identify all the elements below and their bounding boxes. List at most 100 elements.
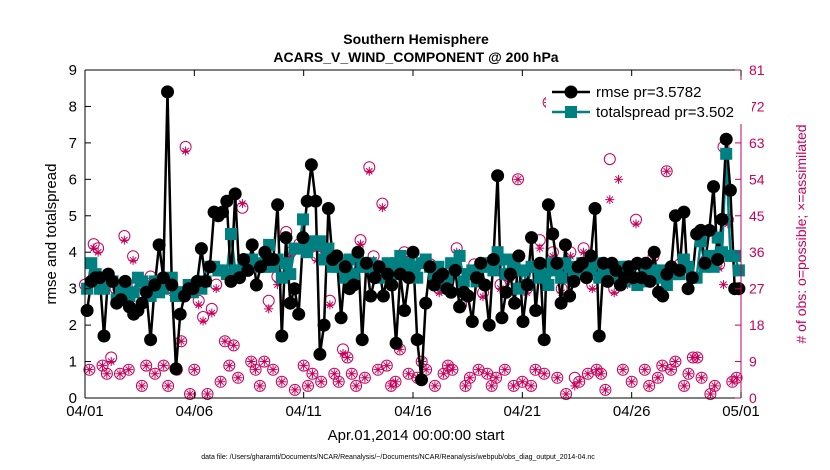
obs-assimilated-marker bbox=[587, 284, 597, 294]
obs-assimilated-marker bbox=[364, 166, 374, 176]
rmse-point bbox=[355, 333, 369, 347]
obs-possible-marker bbox=[651, 371, 664, 384]
obs-possible-marker bbox=[302, 379, 314, 392]
y-tick-label: 5 bbox=[69, 208, 77, 225]
totalspread-point bbox=[127, 286, 140, 299]
obs-possible-marker bbox=[551, 371, 564, 384]
rmse-point bbox=[389, 336, 403, 350]
obs-possible-marker bbox=[695, 371, 708, 384]
totalspread-point bbox=[538, 268, 551, 281]
obs-assimilated-marker bbox=[360, 373, 370, 383]
legend-rmse-label: rmse pr=3.5782 bbox=[596, 84, 701, 101]
obs-assimilated-marker bbox=[684, 369, 694, 379]
rmse-point bbox=[317, 318, 331, 332]
rmse-point bbox=[499, 285, 513, 299]
obs-possible-marker bbox=[258, 355, 271, 368]
obs-assimilated-marker bbox=[592, 365, 602, 375]
obs-possible-marker bbox=[315, 375, 328, 388]
rmse-point bbox=[309, 194, 323, 208]
totalspread-point bbox=[508, 260, 521, 273]
obs-assimilated-marker bbox=[530, 365, 540, 375]
obs-assimilated-marker bbox=[579, 247, 589, 257]
rmse-point bbox=[474, 256, 488, 270]
obs-possible-marker bbox=[643, 379, 656, 392]
rmse-point bbox=[415, 373, 428, 387]
rmse-point bbox=[338, 260, 352, 274]
rmse-point bbox=[478, 278, 492, 292]
obs-possible-marker bbox=[590, 363, 603, 376]
totalspread-point bbox=[453, 249, 466, 262]
obs-assimilated-marker bbox=[552, 373, 562, 383]
obs-assimilated-marker bbox=[356, 239, 366, 249]
obs-possible-marker bbox=[442, 359, 454, 372]
rmse-point bbox=[537, 333, 551, 347]
obs-assimilated-marker bbox=[264, 304, 274, 314]
legend-spread-label: totalspread pr=3.502 bbox=[596, 104, 734, 121]
obs-assimilated-marker bbox=[299, 361, 309, 371]
rmse-point bbox=[465, 315, 479, 328]
obs-assimilated-marker bbox=[325, 300, 335, 310]
rmse-point bbox=[448, 263, 462, 277]
rmse-point bbox=[106, 274, 119, 288]
obs-assimilated-marker bbox=[128, 255, 138, 265]
rmse-point bbox=[558, 238, 572, 252]
rmse-point bbox=[715, 212, 729, 226]
rmse-point bbox=[233, 271, 246, 285]
totalspread-point bbox=[720, 147, 733, 160]
legend-spread-marker bbox=[565, 106, 577, 118]
obs-assimilated-marker bbox=[233, 373, 243, 383]
rmse-point bbox=[461, 289, 475, 303]
obs-assimilated-marker bbox=[220, 336, 230, 346]
obs-assimilated-marker bbox=[124, 365, 134, 375]
rmse-point bbox=[525, 231, 538, 245]
obs-assimilated-marker bbox=[251, 365, 261, 375]
legend: rmse pr=3.5782 totalspread pr=3.502 bbox=[546, 80, 752, 124]
obs-possible-marker bbox=[288, 383, 301, 396]
obs-possible-marker bbox=[389, 375, 402, 388]
rmse-point bbox=[423, 260, 437, 274]
y-tick-label: 8 bbox=[69, 98, 77, 115]
obs-assimilated-marker bbox=[216, 377, 226, 387]
obs-assimilated-marker bbox=[93, 247, 103, 257]
rmse-point bbox=[283, 296, 297, 310]
obs-assimilated-marker bbox=[710, 381, 720, 391]
rmse-point bbox=[495, 311, 509, 325]
obs-assimilated-marker bbox=[605, 195, 615, 205]
y2-tick-label: 72 bbox=[749, 98, 765, 114]
obs-assimilated-marker bbox=[627, 377, 637, 387]
rmse-point bbox=[385, 278, 399, 292]
y2-tick-label: 36 bbox=[749, 244, 765, 260]
rmse-point bbox=[529, 304, 543, 317]
obs-assimilated-marker bbox=[229, 340, 239, 350]
y-tick-label: 9 bbox=[69, 62, 77, 79]
rmse-point bbox=[249, 278, 263, 292]
rmse-point bbox=[482, 318, 496, 332]
totalspread-point bbox=[728, 249, 741, 262]
x-axis-label: Apr.01,2014 00:00:00 start bbox=[328, 427, 506, 444]
rmse-point bbox=[453, 300, 467, 314]
y-tick-label: 2 bbox=[69, 317, 77, 334]
rmse-point bbox=[647, 245, 661, 259]
rmse-point bbox=[135, 296, 149, 310]
rmse-point bbox=[406, 245, 420, 259]
rmse-point bbox=[241, 263, 255, 277]
obs-assimilated-marker bbox=[583, 369, 593, 379]
y2-axis-label: # of obs: o=possible; ×=assimilated bbox=[793, 124, 809, 343]
legend-rmse-marker bbox=[564, 85, 578, 99]
obs-assimilated-marker bbox=[277, 377, 287, 387]
obs-assimilated-marker bbox=[119, 235, 129, 245]
rmse-point bbox=[216, 205, 229, 219]
rmse-point bbox=[148, 278, 162, 292]
rmse-point bbox=[292, 307, 306, 321]
obs-possible-marker bbox=[490, 371, 503, 384]
obs-assimilated-marker bbox=[421, 365, 431, 375]
obs-assimilated-marker bbox=[176, 336, 186, 346]
obs-assimilated-marker bbox=[491, 373, 501, 383]
rmse-point bbox=[588, 202, 602, 215]
obs-assimilated-marker bbox=[115, 369, 125, 379]
rmse-point bbox=[359, 256, 373, 270]
x-tick-label: 05/01 bbox=[722, 403, 760, 420]
rmse-point bbox=[554, 296, 568, 310]
obs-possible-marker bbox=[638, 363, 651, 376]
y2-tick-label: 18 bbox=[749, 317, 765, 333]
